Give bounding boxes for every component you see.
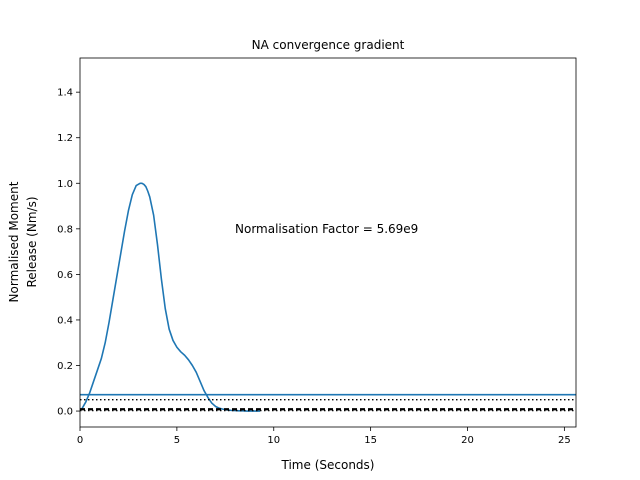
y-tick-label: 0.4	[57, 315, 73, 326]
y-axis-label: Normalised Moment Release (Nm/s)	[7, 181, 39, 302]
y-tick-label: 1.0	[57, 179, 73, 190]
x-tick-label: 25	[558, 435, 571, 446]
chart-title: NA convergence gradient	[252, 38, 405, 52]
normalisation-factor-annotation: Normalisation Factor = 5.69e9	[235, 222, 418, 236]
y-tick-label: 0.8	[57, 224, 73, 235]
plot-area	[80, 182, 576, 412]
y-axis-label-line-2: Release (Nm/s)	[25, 196, 39, 287]
y-tick-label: 0.2	[57, 361, 73, 372]
x-tick-label: 10	[267, 435, 280, 446]
x-tick-label: 15	[364, 435, 377, 446]
y-tick-label: 0.0	[57, 407, 73, 418]
x-tick-label: 0	[77, 435, 83, 446]
y-tick-label: 1.2	[57, 133, 73, 144]
axes-frame	[79, 57, 577, 428]
y-tick-label: 1.4	[57, 88, 73, 99]
x-axis-ticks: 0 5 10 15 20 25	[77, 427, 571, 446]
x-axis-label: Time (Seconds)	[281, 458, 375, 472]
x-tick-label: 5	[174, 435, 180, 446]
y-axis-label-line-1: Normalised Moment	[7, 181, 21, 302]
x-tick-label: 20	[461, 435, 474, 446]
y-axis-ticks: 0.0 0.2 0.4 0.6 0.8 1.0 1.2 1.4	[57, 88, 80, 418]
y-tick-label: 0.6	[57, 270, 73, 281]
